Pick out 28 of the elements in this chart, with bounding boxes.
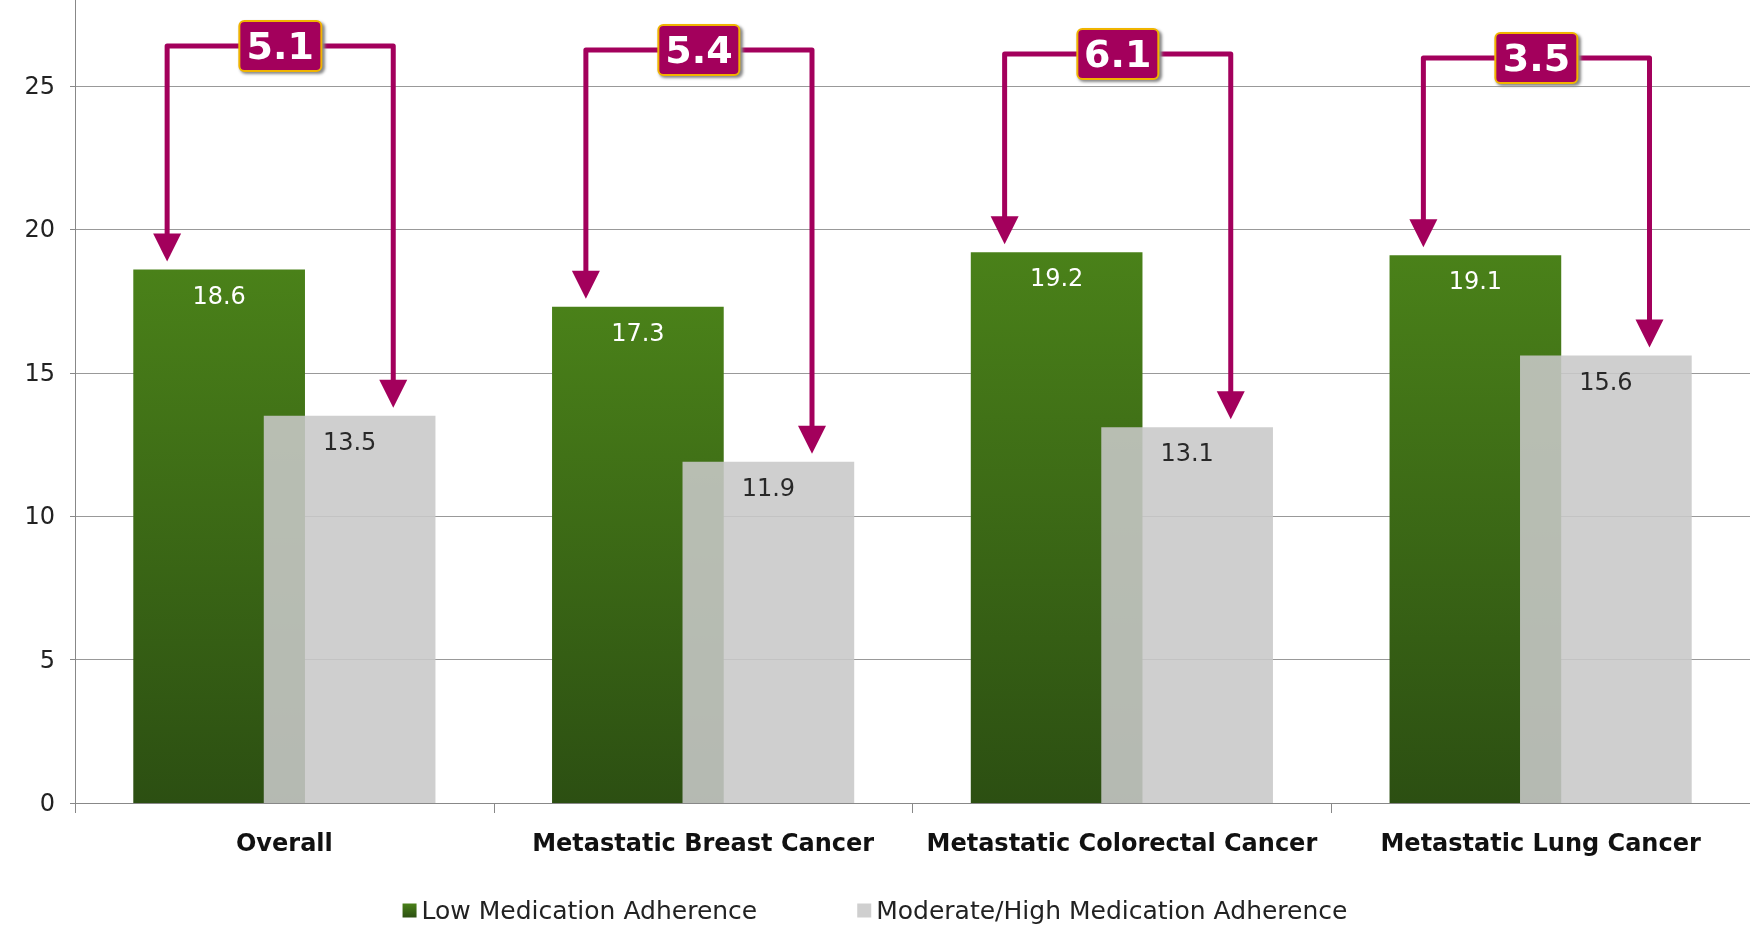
bar xyxy=(263,415,436,803)
annotation: 5.4 xyxy=(657,24,741,76)
x-tick-label: Metastatic Colorectal Cancer xyxy=(926,829,1318,857)
x-tick-label: Overall xyxy=(235,829,333,857)
legend-label: Low Medication Adherence xyxy=(421,896,758,925)
bar xyxy=(682,461,855,803)
y-tick-label: 5 xyxy=(39,645,55,674)
data-label: 15.6 xyxy=(1579,367,1633,396)
annotation: 6.1 xyxy=(1076,28,1160,80)
y-tick-label: 10 xyxy=(24,502,55,531)
data-label: 19.2 xyxy=(1029,264,1084,293)
data-label: 17.3 xyxy=(611,318,665,347)
annotation: 3.5 xyxy=(1494,32,1579,84)
data-label: 19.1 xyxy=(1448,267,1503,296)
legend-label: Moderate/High Medication Adherence xyxy=(876,896,1348,925)
data-label: 13.5 xyxy=(322,427,377,456)
data-label: 11.9 xyxy=(741,473,796,502)
x-tick-label: Metastatic Lung Cancer xyxy=(1380,829,1701,857)
y-tick-label: 25 xyxy=(24,72,55,101)
data-label: 18.6 xyxy=(192,281,246,310)
y-tick-label: 15 xyxy=(24,358,55,387)
y-tick-label: 20 xyxy=(24,215,55,244)
annotation: 5.1 xyxy=(238,20,322,72)
x-tick-label: Metastatic Breast Cancer xyxy=(532,829,875,857)
bar xyxy=(1101,427,1273,803)
bar xyxy=(1520,355,1692,803)
y-tick-label: 0 xyxy=(39,789,55,817)
data-label: 13.1 xyxy=(1160,439,1214,468)
